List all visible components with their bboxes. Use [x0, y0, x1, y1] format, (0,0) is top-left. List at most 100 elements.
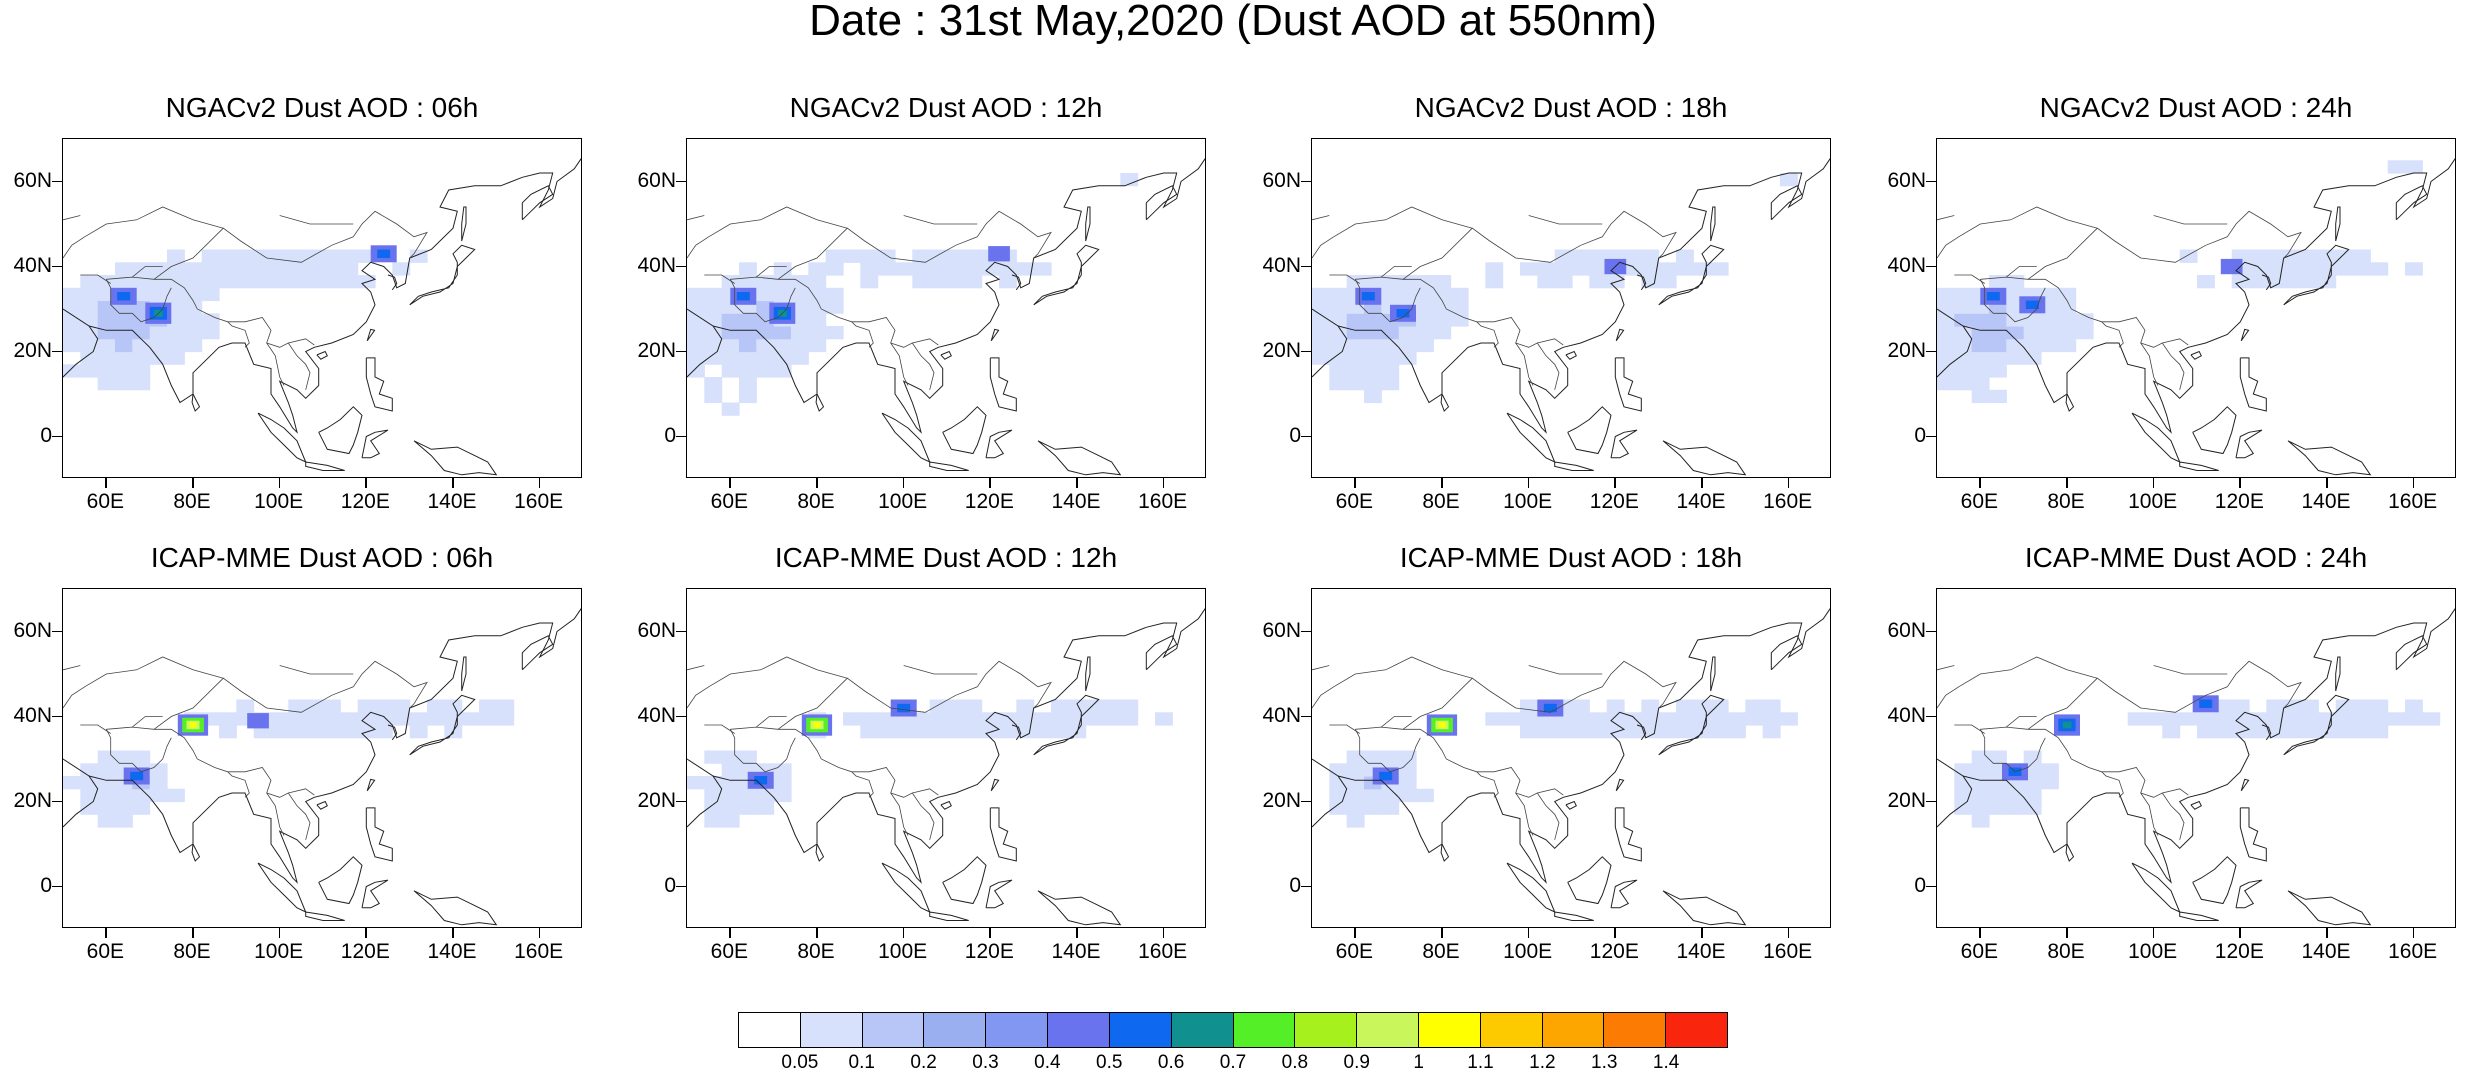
lat-tick-mark: [1301, 885, 1311, 887]
lon-tick-label: 60E: [1335, 490, 1374, 513]
colorbar-label: 1.4: [1652, 1052, 1680, 1073]
colorbar-label: 0.2: [910, 1052, 937, 1073]
lon-tick-label: 100E: [1503, 940, 1553, 963]
lon-tick-label: 100E: [254, 490, 304, 513]
lon-tick-label: 60E: [1960, 940, 1999, 963]
lon-tick-mark: [1076, 928, 1078, 938]
lon-tick-label: 100E: [2128, 940, 2178, 963]
map-frame: [1936, 588, 2456, 928]
lon-tick-label: 160E: [2388, 940, 2438, 963]
lat-tick-label: 0: [1289, 423, 1301, 447]
lon-tick-label: 160E: [1138, 490, 1188, 513]
lon-tick-mark: [452, 478, 454, 488]
colorbar-swatch: [1418, 1013, 1481, 1047]
lon-tick-mark: [2412, 478, 2415, 488]
map-frame: [1936, 138, 2456, 478]
lon-tick-mark: [2239, 928, 2241, 938]
lon-tick-label: 160E: [2388, 490, 2438, 513]
lon-tick-mark: [2152, 478, 2155, 488]
lat-tick-label: 40N: [637, 703, 676, 727]
lon-tick-mark: [2152, 928, 2155, 938]
map-frame: [686, 138, 1206, 478]
lon-tick-label: 60E: [86, 940, 125, 963]
coastlines: [1312, 608, 1830, 926]
lat-tick-label: 20N: [1887, 788, 1926, 812]
coastlines: [63, 608, 581, 926]
lat-tick-mark: [1301, 265, 1311, 267]
lon-tick-label: 60E: [1960, 490, 1999, 513]
lon-tick-mark: [105, 928, 107, 938]
lon-tick-label: 80E: [1422, 940, 1460, 963]
lat-tick-mark: [1926, 180, 1936, 182]
dust-aod-field: [63, 699, 515, 828]
lon-tick-label: 140E: [427, 940, 477, 963]
colorbar-label: 1.1: [1467, 1052, 1494, 1073]
lat-tick-label: 40N: [1887, 253, 1926, 277]
lon-tick-mark: [192, 928, 194, 938]
lon-tick-mark: [816, 478, 818, 488]
lon-tick-label: 80E: [1422, 490, 1460, 513]
lat-tick-mark: [52, 630, 62, 632]
lon-tick-mark: [2326, 928, 2328, 938]
lat-tick-mark: [676, 265, 686, 267]
colorbar-swatch: [986, 1013, 1049, 1047]
colorbar-label: 1.3: [1591, 1052, 1618, 1073]
lat-tick-label: 60N: [637, 168, 676, 192]
lon-tick-label: 80E: [2047, 940, 2085, 963]
colorbar-label: 1.2: [1529, 1052, 1556, 1073]
lat-tick-mark: [52, 350, 62, 352]
lat-tick-mark: [676, 435, 686, 437]
lon-tick-mark: [105, 478, 107, 488]
lat-tick-label: 40N: [1262, 253, 1301, 277]
lat-tick-mark: [52, 885, 62, 887]
colorbar-label: 0.3: [972, 1052, 999, 1073]
lon-tick-label: 100E: [878, 940, 928, 963]
panel-title: NGACv2 Dust AOD : 06h: [165, 92, 479, 123]
dust-aod-field: [1312, 173, 1798, 404]
lat-tick-label: 0: [40, 423, 52, 447]
lat-tick-mark: [52, 715, 62, 717]
lon-tick-label: 60E: [710, 940, 749, 963]
coastlines: [687, 608, 1205, 926]
lat-tick-label: 40N: [637, 253, 676, 277]
lat-tick-label: 0: [40, 873, 52, 897]
lon-tick-mark: [989, 928, 991, 938]
lon-tick-label: 160E: [514, 940, 564, 963]
lon-tick-mark: [1527, 478, 1530, 488]
lon-tick-mark: [2326, 478, 2328, 488]
panel-title: ICAP-MME Dust AOD : 06h: [150, 542, 494, 573]
lat-tick-mark: [1926, 435, 1936, 437]
lat-tick-label: 0: [1914, 873, 1926, 897]
coastlines: [1937, 608, 2455, 926]
lon-tick-mark: [1787, 928, 1790, 938]
lon-tick-label: 120E: [1589, 940, 1639, 963]
lon-tick-mark: [816, 928, 818, 938]
dust-aod-field: [687, 173, 1139, 416]
lon-tick-mark: [902, 478, 905, 488]
lon-tick-mark: [1354, 478, 1356, 488]
lat-tick-mark: [52, 265, 62, 267]
lat-tick-mark: [1301, 180, 1311, 182]
colorbar-swatch: [1295, 1013, 1358, 1047]
lat-tick-mark: [1301, 435, 1311, 437]
lat-tick-label: 60N: [1887, 618, 1926, 642]
lon-tick-label: 120E: [340, 940, 390, 963]
lon-tick-label: 160E: [514, 490, 564, 513]
lat-tick-label: 60N: [1262, 168, 1301, 192]
colorbar-swatch: [1233, 1013, 1296, 1047]
panel-title: NGACv2 Dust AOD : 12h: [789, 92, 1103, 123]
aod-colorbar: [738, 1012, 1728, 1048]
map-canvas: [1937, 158, 2455, 476]
lat-tick-mark: [52, 180, 62, 182]
dust-aod-field: [63, 245, 428, 391]
lon-tick-label: 100E: [254, 940, 304, 963]
map-canvas: [1312, 608, 1830, 926]
lon-tick-mark: [365, 928, 367, 938]
colorbar-swatch: [800, 1013, 863, 1047]
lat-tick-label: 60N: [1262, 618, 1301, 642]
map-canvas: [1312, 158, 1830, 476]
lon-tick-mark: [365, 478, 367, 488]
coastlines: [687, 158, 1205, 476]
colorbar-swatch: [1542, 1013, 1605, 1047]
lon-tick-label: 160E: [1763, 940, 1813, 963]
